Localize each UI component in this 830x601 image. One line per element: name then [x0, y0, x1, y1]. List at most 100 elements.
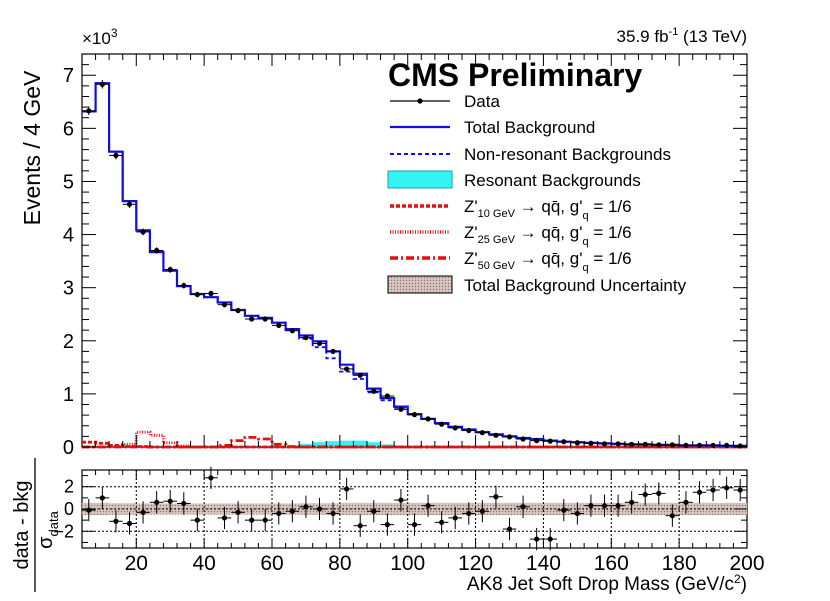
ratio-point — [489, 485, 503, 508]
signal-z25-line — [82, 430, 747, 449]
ratio-marker — [479, 508, 485, 514]
data-marker — [262, 316, 268, 322]
ratio-point — [597, 494, 612, 517]
svg-text:data - bkg: data - bkg — [11, 481, 33, 570]
data-marker — [411, 412, 418, 418]
ratio-point — [706, 478, 720, 502]
legend-entry-non-resonant: Non-resonant Backgrounds — [390, 145, 671, 164]
ratio-marker — [262, 517, 268, 523]
ratio-y-axis-label: data - bkg σdata — [11, 458, 61, 592]
ratio-marker — [140, 509, 146, 515]
data-marker — [534, 438, 540, 444]
x-tick-label: 100 — [390, 552, 425, 575]
ratio-point — [502, 517, 517, 541]
ratio-point — [719, 476, 734, 499]
data-point — [462, 427, 476, 434]
data-point — [597, 441, 612, 447]
ratio-marker — [520, 504, 526, 510]
ratio-point — [665, 504, 680, 527]
data-marker — [249, 316, 255, 322]
ratio-point — [339, 477, 354, 501]
uncertainty-band — [434, 502, 449, 516]
data-marker — [208, 290, 214, 297]
legend-entry-z50: Z'50 GeV → qq̄, g'q = 1/6 — [390, 249, 632, 274]
data-point — [529, 438, 544, 444]
data-marker — [669, 442, 675, 448]
data-point — [149, 247, 164, 254]
data-point — [611, 441, 625, 447]
ratio-point — [611, 494, 625, 517]
ratio-marker — [601, 503, 608, 509]
ratio-point — [312, 497, 327, 521]
data-point — [407, 412, 422, 418]
ratio-marker — [86, 507, 92, 513]
ratio-point — [448, 506, 462, 530]
data-point — [190, 291, 205, 298]
legend-entry-z25: Z'25 GeV → qq̄, g'q = 1/6 — [390, 223, 632, 248]
data-point — [339, 366, 354, 372]
x-tick-label: 80 — [328, 552, 351, 575]
ratio-point — [95, 486, 110, 509]
ratio-marker — [221, 515, 228, 521]
legend-entry-resonant: Resonant Backgrounds — [387, 170, 641, 190]
legend: Data Total Background Non-resonant Backg… — [387, 92, 687, 295]
ratio-point — [163, 490, 177, 513]
ratio-point — [733, 478, 747, 502]
data-point — [258, 316, 272, 322]
main-plot-area: 0 1 2 3 4 5 6 7 — [63, 53, 748, 459]
x-tick-label: 20 — [125, 552, 148, 575]
ratio-point — [109, 510, 123, 533]
ratio-point — [475, 500, 490, 523]
ratio-marker — [629, 499, 635, 505]
ratio-marker — [452, 515, 458, 521]
legend-entry-z10: Z'10 GeV → qq̄, g'q = 1/6 — [390, 197, 632, 222]
data-marker — [710, 442, 716, 449]
ratio-marker — [534, 536, 540, 542]
y-tick-label: 0 — [63, 437, 74, 459]
data-point — [719, 442, 734, 449]
ratio-point — [367, 500, 381, 523]
data-marker — [303, 334, 309, 341]
data-marker — [194, 291, 200, 298]
ratio-marker — [547, 536, 553, 542]
ratio-plot-area: −202 20 40 60 80 100 120 140 160 180 200 — [53, 466, 765, 575]
data-point — [353, 372, 367, 378]
svg-text:σdata: σdata — [35, 510, 61, 548]
legend-entry-uncertainty: Total Background Uncertainty — [387, 275, 687, 295]
svg-text:Non-resonant Backgrounds: Non-resonant Backgrounds — [464, 145, 671, 164]
data-marker — [357, 372, 363, 378]
data-marker — [167, 267, 173, 273]
data-marker — [629, 441, 635, 447]
ratio-marker — [249, 517, 255, 523]
resonant-bar — [339, 440, 354, 447]
uncertainty-band — [502, 502, 517, 516]
ratio-point — [543, 527, 557, 551]
ratio-point — [326, 502, 340, 525]
data-marker — [696, 442, 703, 449]
data-point — [665, 442, 680, 448]
ratio-marker — [357, 523, 363, 529]
ratio-point — [244, 509, 259, 532]
ratio-marker — [208, 475, 214, 481]
ratio-point — [624, 491, 639, 514]
ratio-point — [679, 491, 693, 514]
data-point — [502, 434, 517, 440]
data-point — [692, 442, 707, 449]
ratio-point — [421, 494, 435, 517]
ratio-point — [149, 491, 164, 514]
ratio-point — [177, 492, 191, 515]
data-marker — [601, 441, 608, 447]
ratio-point — [407, 513, 422, 536]
data-point — [326, 348, 340, 355]
data-marker — [574, 440, 580, 446]
ratio-y-tick-label: 0 — [64, 499, 74, 519]
data-point — [217, 302, 232, 308]
data-point — [231, 307, 245, 314]
ratio-point — [285, 500, 300, 523]
ratio-point — [190, 509, 205, 532]
ratio-marker — [330, 510, 336, 517]
resonant-bar — [353, 440, 367, 447]
ratio-marker — [696, 489, 703, 495]
non-resonant-line — [82, 82, 747, 447]
data-marker — [466, 427, 472, 434]
